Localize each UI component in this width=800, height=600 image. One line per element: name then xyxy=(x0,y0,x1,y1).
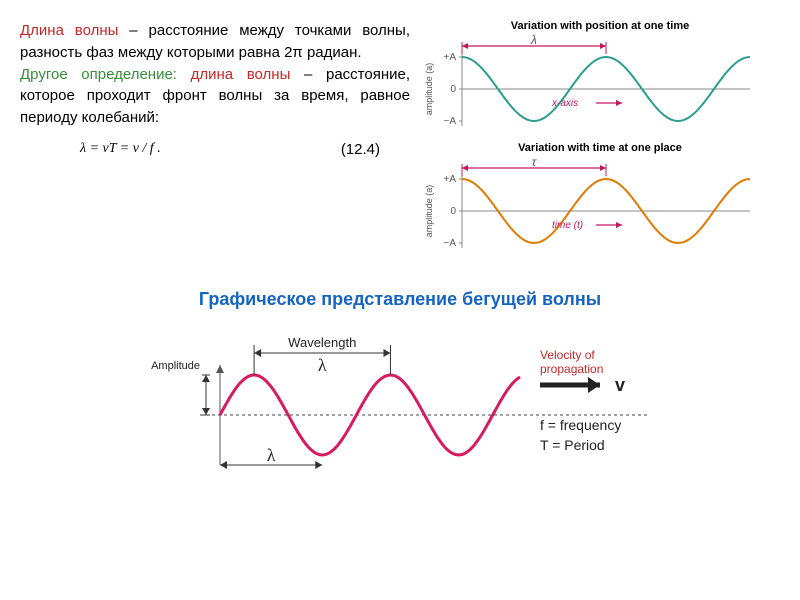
top-section: Длина волны – расстояние между точками в… xyxy=(20,20,780,264)
svg-text:−A: −A xyxy=(443,238,456,249)
equation-number: (12.4) xyxy=(341,139,410,161)
text-column: Длина волны – расстояние между точками в… xyxy=(20,20,410,264)
svg-text:+A: +A xyxy=(443,174,456,185)
svg-text:T = Period: T = Period xyxy=(540,437,605,453)
chart2-title: Variation with time at one place xyxy=(420,142,780,154)
chart-position: +A 0 −A amplitude (a) λ x-axis xyxy=(420,34,760,134)
svg-text:Amplitude: Amplitude xyxy=(151,360,200,372)
charts-column: Variation with position at one time +A 0 −… xyxy=(420,20,780,264)
svg-text:v: v xyxy=(615,375,625,395)
svg-text:x-axis: x-axis xyxy=(551,98,578,109)
term-wavelength: Длина волны xyxy=(20,22,118,39)
svg-text:λ: λ xyxy=(318,355,327,375)
svg-text:0: 0 xyxy=(450,206,456,217)
chart1-svg: +A 0 −A amplitude (a) λ x-axis xyxy=(420,34,760,134)
svg-text:0: 0 xyxy=(450,84,456,95)
svg-text:amplitude (a): amplitude (a) xyxy=(424,63,434,116)
bottom-chart-svg: Wavelength λ Amplitude λ Velocity ofpropagat… xyxy=(140,325,660,485)
svg-text:−A: −A xyxy=(443,116,456,127)
term-wavelength-2: длина волны xyxy=(191,66,291,83)
paragraph-1: Длина волны – расстояние между точками в… xyxy=(20,20,410,64)
bottom-chart: Wavelength λ Amplitude λ Velocity ofpropagat… xyxy=(140,325,660,485)
svg-text:f = frequency: f = frequency xyxy=(540,417,621,433)
svg-text:+A: +A xyxy=(443,52,456,63)
svg-text:Velocity of: Velocity of xyxy=(540,348,595,362)
chart-time: +A 0 −A amplitude (a) τ time (t) xyxy=(420,156,760,256)
svg-text:λ: λ xyxy=(530,34,537,47)
svg-text:τ: τ xyxy=(532,156,538,169)
formula-row: λ = vT = v / f . (12.4) xyxy=(20,139,410,161)
other-def-label: Другое определение: xyxy=(20,66,191,83)
svg-text:time (t): time (t) xyxy=(552,220,583,231)
chart1-title: Variation with position at one time xyxy=(420,20,780,32)
paragraph-2: Другое определение: длина волны – рассто… xyxy=(20,64,410,129)
formula: λ = vT = v / f . xyxy=(80,139,161,159)
main-title: Графическое представление бегущей волны xyxy=(20,289,780,310)
svg-text:propagation: propagation xyxy=(540,362,603,376)
chart2-svg: +A 0 −A amplitude (a) τ time (t) xyxy=(420,156,760,256)
svg-text:amplitude (a): amplitude (a) xyxy=(424,185,434,238)
svg-text:Wavelength: Wavelength xyxy=(288,335,356,350)
svg-text:λ: λ xyxy=(267,445,276,465)
